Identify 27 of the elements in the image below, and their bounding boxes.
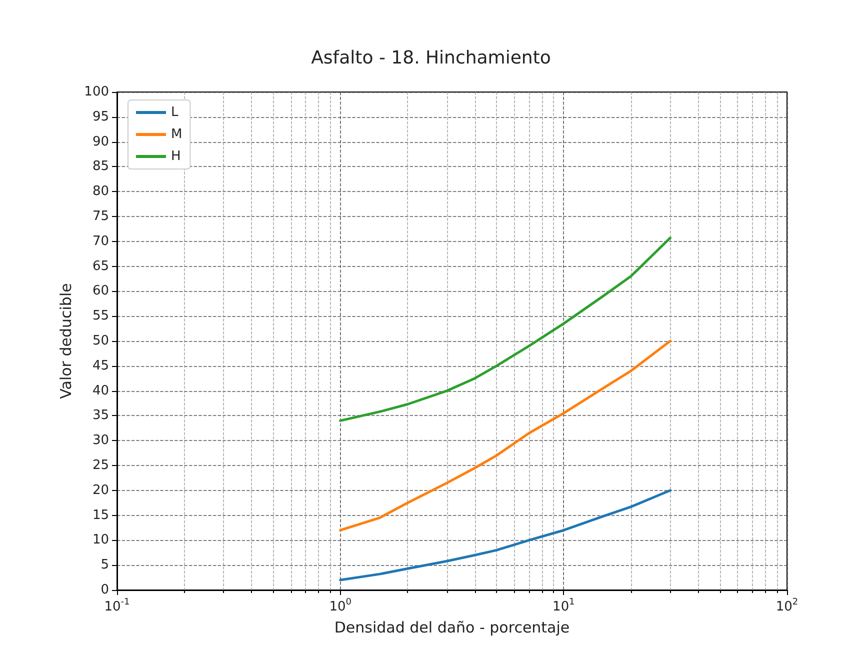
legend-label: H <box>171 149 181 164</box>
x-axis-title: Densidad del daño - porcentaje <box>334 618 570 636</box>
y-tick-label: 70 <box>92 234 109 249</box>
y-tick-label: 90 <box>92 134 109 150</box>
legend-label: M <box>171 127 182 142</box>
y-tick-label: 50 <box>92 334 109 348</box>
y-tick-label: 100 <box>84 84 109 100</box>
legend-label: L <box>171 105 179 120</box>
chart-title: Asfalto - 18. Hinchamiento <box>311 48 551 68</box>
y-tick-label: 80 <box>92 184 109 200</box>
y-tick-label: 45 <box>92 358 109 374</box>
y-tick-label: 0 <box>100 582 109 598</box>
y-tick-label: 55 <box>92 308 109 324</box>
y-tick-label: 20 <box>92 482 109 498</box>
y-tick-label: 95 <box>92 109 109 124</box>
y-tick-label: 65 <box>92 258 109 274</box>
y-tick-label: 25 <box>92 458 109 473</box>
y-tick-label: 15 <box>92 508 109 523</box>
y-tick-label: 35 <box>92 408 109 424</box>
y-tick-label: 40 <box>92 383 109 398</box>
y-tick-label: 75 <box>92 209 109 224</box>
y-tick-label: 60 <box>92 284 109 299</box>
y-tick-label: 10 <box>92 532 109 548</box>
y-tick-label: 5 <box>100 558 109 573</box>
y-tick-label: 85 <box>92 159 109 174</box>
y-tick-label: 30 <box>92 433 109 448</box>
y-axis-title: Valor deducible <box>56 283 75 399</box>
